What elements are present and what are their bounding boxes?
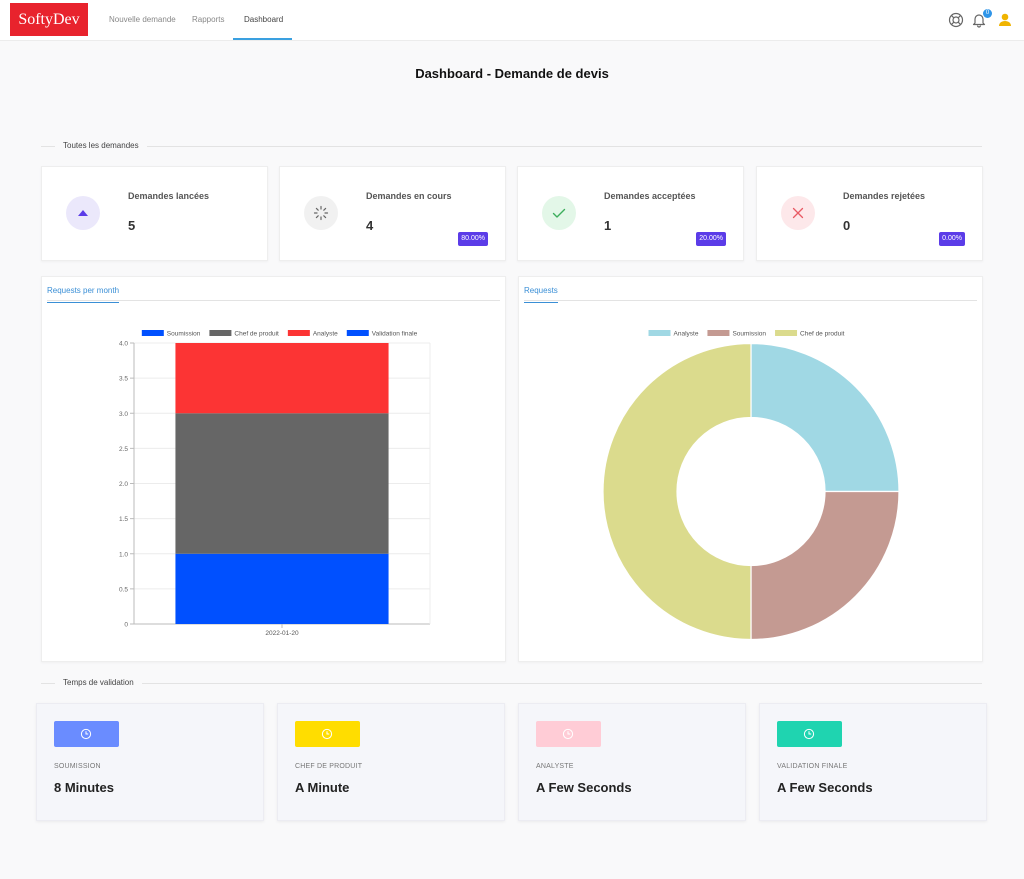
time-value: A Few Seconds [536, 780, 632, 795]
time-card-soumission: SOUMISSION 8 Minutes [36, 703, 264, 821]
support-icon[interactable] [948, 12, 964, 28]
stat-value: 1 [604, 218, 612, 233]
legend-label: Analyste [313, 331, 338, 338]
section-label: Toutes les demandes [55, 140, 147, 152]
bar-segment [175, 413, 389, 554]
stat-icon-bg [66, 196, 100, 230]
requests-panel: Analyste Soumission Chef de produit Reques… [518, 276, 983, 662]
legend-label: Soumission [732, 331, 766, 338]
logo[interactable]: SoftyDev [10, 3, 88, 36]
donut-slice [602, 342, 752, 641]
legend-label: Validation finale [372, 331, 418, 338]
stacked-bar-chart: 0 0.5 1.0 1.5 2.0 2.5 3.0 3.5 4.0 2022-01-20 Soumi… [119, 330, 431, 637]
user-icon[interactable] [997, 12, 1013, 28]
y-tick-label: 1.0 [119, 551, 128, 558]
stat-value: 4 [366, 218, 374, 233]
tab-requests-per-month[interactable]: Requests per month [47, 286, 120, 303]
time-label: ANALYSTE [536, 763, 574, 770]
stat-title: Demandes lancées [128, 191, 210, 201]
clock-icon [803, 728, 815, 740]
legend-label: Chef de produit [234, 331, 279, 338]
donut-chart: Analyste Soumission Chef de produit [602, 330, 900, 641]
stat-icon-bg [542, 196, 576, 230]
time-button[interactable] [54, 721, 119, 747]
time-button[interactable] [295, 721, 360, 747]
nav-nouvelle-demande[interactable]: Nouvelle demande [109, 15, 176, 24]
stat-value: 0 [843, 218, 851, 233]
y-tick-label: 2.5 [119, 446, 128, 453]
tab-requests[interactable]: Requests [524, 286, 558, 303]
legend-swatch [141, 330, 164, 336]
time-value: A Minute [295, 780, 350, 795]
percentage-badge: 20.00% [696, 232, 726, 246]
legend-label: Analyste [674, 331, 699, 338]
notification-count-badge: 0 [983, 9, 992, 18]
y-tick-label: 1.5 [119, 516, 128, 523]
top-navbar: SoftyDev Nouvelle demande Rapports Dashb… [0, 0, 1024, 41]
time-label: VALIDATION FINALE [777, 763, 848, 770]
section-all-requests: Toutes les demandes [41, 140, 982, 152]
clock-icon [80, 728, 92, 740]
nav-active-indicator [233, 38, 292, 40]
section-label: Temps de validation [55, 677, 142, 689]
legend-swatch [209, 330, 232, 336]
y-tick-label: 3.0 [119, 411, 128, 418]
legend-label: Soumission [167, 331, 201, 338]
time-button[interactable] [777, 721, 842, 747]
requests-per-month-panel: 0 0.5 1.0 1.5 2.0 2.5 3.0 3.5 4.0 2022-01-20 Soumi… [41, 276, 506, 662]
stat-card-in-progress: Demandes en cours 4 80.00% [279, 166, 506, 261]
time-value: A Few Seconds [777, 780, 873, 795]
triangle-up-icon [78, 210, 88, 216]
bell-icon[interactable] [971, 12, 987, 28]
donut-slice [750, 490, 900, 641]
stat-icon-bg [781, 196, 815, 230]
section-validation-time: Temps de validation [41, 677, 982, 689]
time-label: SOUMISSION [54, 763, 101, 770]
time-label: CHEF DE PRODUIT [295, 763, 363, 770]
percentage-badge: 80.00% [458, 232, 488, 246]
time-button[interactable] [536, 721, 601, 747]
nav-rapports[interactable]: Rapports [192, 15, 225, 24]
clock-icon [562, 728, 574, 740]
time-card-analyste: ANALYSTE A Few Seconds [518, 703, 746, 821]
y-tick-label: 4.0 [119, 341, 128, 348]
stat-card-accepted: Demandes acceptées 1 20.00% [517, 166, 744, 261]
legend-swatch [707, 330, 730, 336]
y-tick-label: 0 [124, 622, 128, 629]
percentage-badge: 0.00% [939, 232, 965, 246]
stat-icon-bg [304, 196, 338, 230]
legend-swatch [775, 330, 798, 336]
y-tick-label: 0.5 [119, 586, 128, 593]
close-icon [792, 207, 804, 219]
donut-slice [750, 342, 900, 493]
page-title: Dashboard - Demande de devis [415, 66, 609, 81]
stat-title: Demandes acceptées [604, 191, 696, 201]
x-tick-label: 2022-01-20 [265, 630, 299, 637]
time-card-chef-de-produit: CHEF DE PRODUIT A Minute [277, 703, 505, 821]
legend-swatch [287, 330, 310, 336]
bar-segment [175, 553, 389, 624]
time-card-validation-finale: VALIDATION FINALE A Few Seconds [759, 703, 987, 821]
stat-value: 5 [128, 218, 136, 233]
check-icon [552, 208, 566, 218]
bar-segment [175, 343, 389, 414]
stat-card-launched: Demandes lancées 5 [41, 166, 268, 261]
stat-title: Demandes rejetées [843, 191, 926, 201]
stat-title: Demandes en cours [366, 191, 452, 201]
time-value: 8 Minutes [54, 780, 114, 795]
spinner-icon [313, 205, 329, 221]
y-tick-label: 3.5 [119, 376, 128, 383]
legend-swatch [346, 330, 369, 336]
y-tick-label: 2.0 [119, 481, 128, 488]
nav-dashboard[interactable]: Dashboard [244, 15, 284, 24]
legend-label: Chef de produit [800, 331, 845, 338]
legend-swatch [648, 330, 671, 336]
clock-icon [321, 728, 333, 740]
stat-card-rejected: Demandes rejetées 0 0.00% [756, 166, 983, 261]
